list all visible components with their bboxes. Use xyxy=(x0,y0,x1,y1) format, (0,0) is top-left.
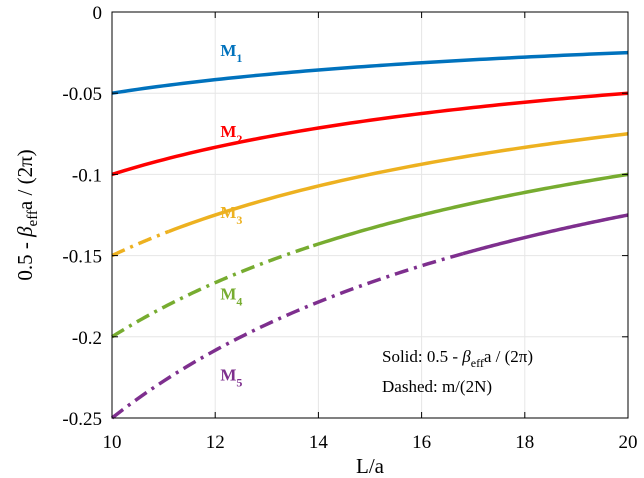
ticks: 10 12 14 16 18 20 0 -0.05 -0.1 -0.15 -0.2 -0.25 xyxy=(62,3,637,453)
y-axis-title-prefix: 0.5 - xyxy=(13,237,37,281)
y-tick-label: -0.05 xyxy=(62,84,102,105)
x-tick-label: 12 xyxy=(206,432,225,453)
x-tick-label: 10 xyxy=(103,432,122,453)
series-m3-dashed-line xyxy=(111,229,170,258)
y-tick-label: -0.15 xyxy=(62,247,102,268)
y-axis-title-suffix: a / (2π) xyxy=(13,149,37,210)
series-label-m5: M5 xyxy=(220,366,242,390)
series-label-m1: M1 xyxy=(220,41,242,65)
y-axis-title: 0.5 - βeffa / (2π) xyxy=(13,149,41,280)
series-label-m2: M2 xyxy=(220,122,242,146)
series-m4-solid-line xyxy=(312,172,629,248)
series-m4-dashed-line xyxy=(111,244,314,339)
annotation-solid-suffix: a / (2π) xyxy=(484,347,533,366)
x-tick-label: 18 xyxy=(515,432,534,453)
x-tick-label: 16 xyxy=(412,432,431,453)
series-label-m3: M3 xyxy=(220,203,242,227)
series-m3-solid-line xyxy=(168,132,629,234)
y-tick-label: -0.25 xyxy=(62,409,102,430)
plot-background xyxy=(112,12,628,418)
x-axis-title: L/a xyxy=(356,454,385,478)
annotation-solid-prefix: Solid: 0.5 - xyxy=(382,347,462,366)
annotation-solid-symbol: β xyxy=(461,347,471,366)
y-axis-title-subscript: eff xyxy=(25,210,41,226)
y-axis-title-symbol: β xyxy=(13,226,37,238)
series-m5-solid-line xyxy=(462,213,629,256)
series-labels: M1 M2 M3 M4 M5 xyxy=(220,41,242,390)
x-tick-label: 20 xyxy=(619,432,638,453)
x-tick-label: 14 xyxy=(309,432,329,453)
annotation-solid-subscript: eff xyxy=(471,356,484,370)
y-tick-label: 0 xyxy=(93,3,103,24)
curves xyxy=(110,50,629,420)
annotation-dashed: Dashed: m/(2N) xyxy=(382,377,492,396)
series-m1-solid-line xyxy=(111,50,629,95)
series-m5-dashed-line xyxy=(110,251,464,420)
annotation-solid: Solid: 0.5 - βeffa / (2π) xyxy=(382,347,533,370)
series-m2-solid-line xyxy=(111,91,629,177)
y-tick-label: -0.2 xyxy=(72,328,102,349)
plot-frame xyxy=(111,11,629,419)
series-label-m4: M4 xyxy=(220,284,242,308)
y-tick-label: -0.1 xyxy=(72,165,102,186)
